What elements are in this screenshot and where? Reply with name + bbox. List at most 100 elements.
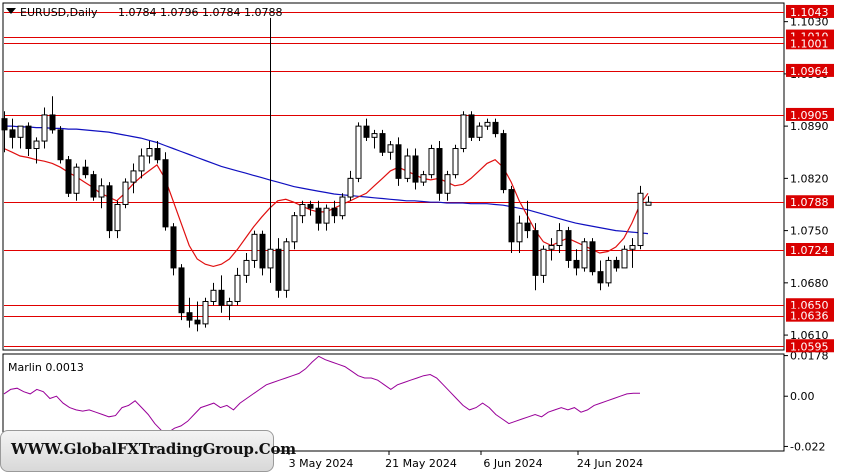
candle bbox=[291, 211, 298, 250]
candle-body bbox=[57, 129, 64, 161]
candle bbox=[589, 238, 596, 276]
candle-body bbox=[178, 267, 185, 314]
candle bbox=[25, 122, 32, 156]
candle bbox=[540, 245, 547, 283]
candle-body bbox=[548, 245, 555, 250]
level-label-5[interactable]: 1.0788 bbox=[786, 195, 834, 209]
candle bbox=[33, 137, 40, 164]
candle bbox=[299, 200, 306, 224]
candle-body bbox=[1, 118, 8, 131]
candle bbox=[621, 245, 628, 269]
indicator-label: Marlin 0.0013 bbox=[8, 361, 84, 374]
date-axis: 3 May 2024 21 May 2024 6 Jun 2024 24 Jun 20… bbox=[288, 451, 643, 470]
level-label-text: 1.0636 bbox=[790, 310, 829, 323]
candle bbox=[395, 137, 402, 186]
level-label-2[interactable]: 1.1001 bbox=[786, 36, 834, 50]
level-label-bg bbox=[786, 298, 834, 312]
menu-triangle-icon[interactable] bbox=[6, 8, 16, 14]
candle bbox=[194, 301, 201, 332]
date-label-1: 21 May 2024 bbox=[385, 457, 457, 470]
candle bbox=[597, 260, 604, 291]
level-label-text: 1.0788 bbox=[790, 196, 829, 209]
candle-body bbox=[25, 125, 32, 150]
level-label-6[interactable]: 1.0724 bbox=[786, 243, 834, 257]
candle bbox=[283, 238, 290, 298]
candle-body bbox=[645, 201, 652, 206]
candle bbox=[363, 118, 370, 142]
candle-body bbox=[524, 222, 531, 232]
candle-body bbox=[500, 133, 507, 191]
level-label-3[interactable]: 1.0964 bbox=[786, 63, 834, 78]
candle-body bbox=[323, 207, 330, 224]
indicator-series bbox=[3, 355, 640, 434]
candle-body bbox=[49, 114, 56, 131]
candle bbox=[613, 256, 620, 272]
level-label-4[interactable]: 1.0905 bbox=[786, 107, 834, 122]
candle-body bbox=[629, 245, 636, 250]
ohlc-readout: 1.0784 1.0796 1.0784 1.0788 bbox=[118, 6, 282, 19]
candle-body bbox=[565, 230, 572, 261]
level-label-bg bbox=[786, 308, 834, 322]
candle-body bbox=[339, 196, 346, 217]
symbol-title: EURUSD,Daily bbox=[20, 6, 98, 19]
candle bbox=[170, 223, 177, 276]
candle-body bbox=[299, 203, 306, 217]
level-label-text: 1.1043 bbox=[790, 6, 829, 19]
candle bbox=[565, 226, 572, 268]
level-labels[interactable]: 1.10431.10101.10011.09641.09051.07881.07… bbox=[786, 4, 834, 353]
candle bbox=[484, 118, 491, 130]
candle bbox=[202, 297, 209, 328]
candle-body bbox=[138, 155, 145, 172]
candle bbox=[162, 152, 169, 231]
candle-body bbox=[315, 207, 322, 224]
candle-body bbox=[154, 148, 161, 161]
candle bbox=[476, 122, 483, 142]
candle bbox=[347, 170, 354, 201]
candle bbox=[548, 238, 555, 261]
candle-body bbox=[226, 300, 233, 306]
level-lines bbox=[4, 12, 784, 347]
candle bbox=[251, 230, 258, 268]
candle bbox=[259, 230, 266, 276]
candle bbox=[122, 178, 129, 209]
candle-body bbox=[17, 125, 24, 138]
level-label-text: 1.0905 bbox=[790, 109, 829, 122]
candle bbox=[114, 200, 121, 239]
candle-body bbox=[621, 248, 628, 269]
candles bbox=[1, 17, 652, 332]
candle-body bbox=[130, 170, 137, 183]
candle-body bbox=[371, 133, 378, 138]
candle bbox=[355, 122, 362, 183]
candle-body bbox=[267, 248, 274, 269]
candle bbox=[9, 118, 16, 149]
date-label-2: 6 Jun 2024 bbox=[483, 457, 542, 470]
candle bbox=[524, 200, 531, 239]
candle bbox=[508, 185, 515, 253]
price-tick-label-5: 1.0680 bbox=[790, 277, 829, 290]
date-label-0: 3 May 2024 bbox=[289, 457, 354, 470]
candle bbox=[428, 144, 435, 179]
candle-body bbox=[516, 222, 523, 243]
candle-body bbox=[106, 185, 113, 232]
level-label-8[interactable]: 1.0636 bbox=[786, 308, 834, 323]
candle-body bbox=[484, 121, 491, 127]
candle bbox=[452, 144, 459, 179]
candle bbox=[138, 148, 145, 179]
candle-body bbox=[210, 289, 217, 302]
candle-body bbox=[9, 129, 16, 138]
level-label-0[interactable]: 1.1043 bbox=[786, 4, 834, 19]
candle bbox=[404, 148, 411, 183]
candle bbox=[57, 126, 64, 164]
candle bbox=[226, 297, 233, 321]
level-label-9[interactable]: 1.0595 bbox=[786, 339, 834, 353]
price-tick-label-0: 1.1030 bbox=[790, 16, 829, 29]
candle-body bbox=[90, 174, 97, 198]
candle-body bbox=[532, 230, 539, 276]
candle bbox=[146, 141, 153, 164]
candle bbox=[573, 249, 580, 276]
candle-body bbox=[98, 185, 105, 198]
candle bbox=[154, 141, 161, 164]
candle-body bbox=[73, 166, 80, 194]
candle-body bbox=[363, 125, 370, 138]
